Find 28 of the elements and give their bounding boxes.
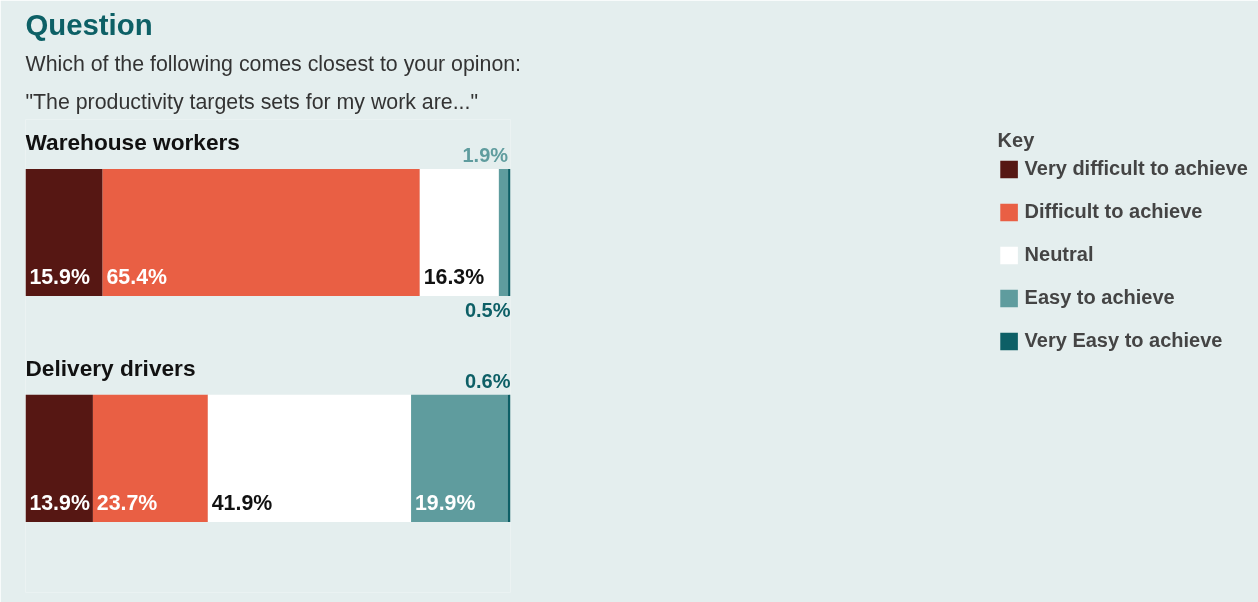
data-label: 15.9% <box>29 264 90 289</box>
data-label: 0.6% <box>464 370 511 392</box>
bar <box>92 394 208 522</box>
data-label: 65.4% <box>106 264 168 289</box>
bar <box>25 394 93 522</box>
legend-label: Very difficult to achieve <box>1024 157 1248 180</box>
data-label: 16.3% <box>423 264 485 289</box>
bar <box>25 168 103 296</box>
legend-title: Key <box>997 129 1036 152</box>
data-label: 23.7% <box>96 490 158 515</box>
bar <box>498 168 509 296</box>
bar <box>207 394 412 522</box>
chart-title: Question <box>25 7 153 41</box>
y-tick-label: Delivery drivers <box>25 354 196 381</box>
legend-label: Easy to achieve <box>1024 286 1175 309</box>
chart-subtitle: Which of the following comes closest to your opinon: "The productivity targets sets for my work are..." <box>25 52 522 115</box>
data-label: 13.9% <box>29 490 90 515</box>
legend-label: Difficult to achieve <box>1024 200 1203 223</box>
data-label: 1.9% <box>462 144 509 167</box>
legend-label: Neutral <box>1024 243 1094 266</box>
bar <box>419 168 499 296</box>
legend-label: Very Easy to achieve <box>1024 329 1223 352</box>
data-label: 41.9% <box>211 490 273 515</box>
data-label: 19.9% <box>414 490 476 515</box>
y-tick-label: Warehouse workers <box>25 128 240 155</box>
data-label: 0.5% <box>464 298 511 321</box>
bar <box>411 394 508 522</box>
bar <box>102 168 420 296</box>
